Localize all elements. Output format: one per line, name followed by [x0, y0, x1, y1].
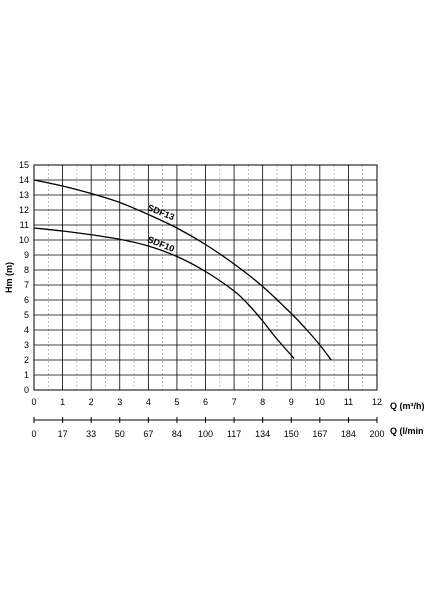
secondary-tick-label: 84	[172, 429, 182, 439]
y-tick-label: 10	[19, 235, 29, 245]
y-tick-label: 3	[24, 340, 29, 350]
y-tick-label: 5	[24, 310, 29, 320]
secondary-tick-label: 184	[341, 429, 356, 439]
x-tick-label: 0	[31, 397, 36, 407]
y-tick-label: 9	[24, 250, 29, 260]
secondary-tick-label: 17	[58, 429, 68, 439]
y-tick-label: 11	[20, 220, 29, 230]
y-tick-label: 15	[19, 160, 29, 170]
y-tick-label: 0	[24, 385, 29, 395]
secondary-tick-label: 117	[227, 429, 241, 439]
x-tick-label: 1	[60, 397, 65, 407]
secondary-x-axis: 0 17 33 50 67 84 100 117 134 150 167 184 200	[31, 417, 385, 439]
series-line-sdf13	[33, 179, 332, 361]
secondary-tick-label: 100	[198, 429, 213, 439]
x-tick-label: 6	[203, 397, 208, 407]
x-tick-label: 8	[260, 397, 265, 407]
series-line-sdf10	[33, 227, 295, 359]
y-tick-label: 6	[24, 295, 29, 305]
x-axis-title: Q (m³/h)	[390, 401, 424, 411]
y-tick-label: 12	[19, 205, 29, 215]
plot-frame	[33, 164, 378, 391]
series-label-sdf13: SDF13	[146, 202, 176, 222]
x-tick-label: 11	[344, 397, 353, 407]
secondary-tick-label: 134	[255, 429, 270, 439]
series-label-sdf10: SDF10	[146, 234, 176, 254]
y-axis-title: Hm (m)	[4, 262, 14, 293]
x-tick-labels: 0 1 2 3 4 5 6 7 8 9 10 11 12	[31, 397, 382, 407]
x-tick-label: 2	[89, 397, 94, 407]
secondary-x-axis-title: Q (l/min)	[390, 426, 424, 436]
x-tick-label: 4	[146, 397, 151, 407]
y-tick-label: 8	[24, 265, 29, 275]
x-tick-label: 3	[117, 397, 122, 407]
x-tick-label: 9	[289, 397, 294, 407]
major-gridlines	[34, 165, 377, 390]
y-tick-label: 7	[24, 280, 29, 290]
secondary-tick-label: 167	[312, 429, 327, 439]
secondary-tick-label: 200	[369, 429, 384, 439]
y-tick-label: 14	[19, 175, 29, 185]
x-tick-label: 7	[232, 397, 237, 407]
plot-border	[33, 164, 378, 391]
minor-gridlines	[47, 165, 364, 390]
secondary-tick-label: 50	[115, 429, 125, 439]
secondary-tick-label: 0	[31, 429, 36, 439]
x-tick-label: 10	[315, 397, 325, 407]
series-curves	[33, 179, 332, 361]
secondary-tick-label: 33	[86, 429, 96, 439]
secondary-tick-label: 67	[143, 429, 153, 439]
y-tick-label: 13	[19, 190, 29, 200]
x-tick-label: 5	[174, 397, 179, 407]
y-tick-label: 1	[24, 370, 29, 380]
x-tick-label: 12	[372, 397, 382, 407]
secondary-tick-label: 150	[284, 429, 299, 439]
y-tick-label: 4	[24, 325, 29, 335]
y-tick-label: 2	[24, 355, 29, 365]
